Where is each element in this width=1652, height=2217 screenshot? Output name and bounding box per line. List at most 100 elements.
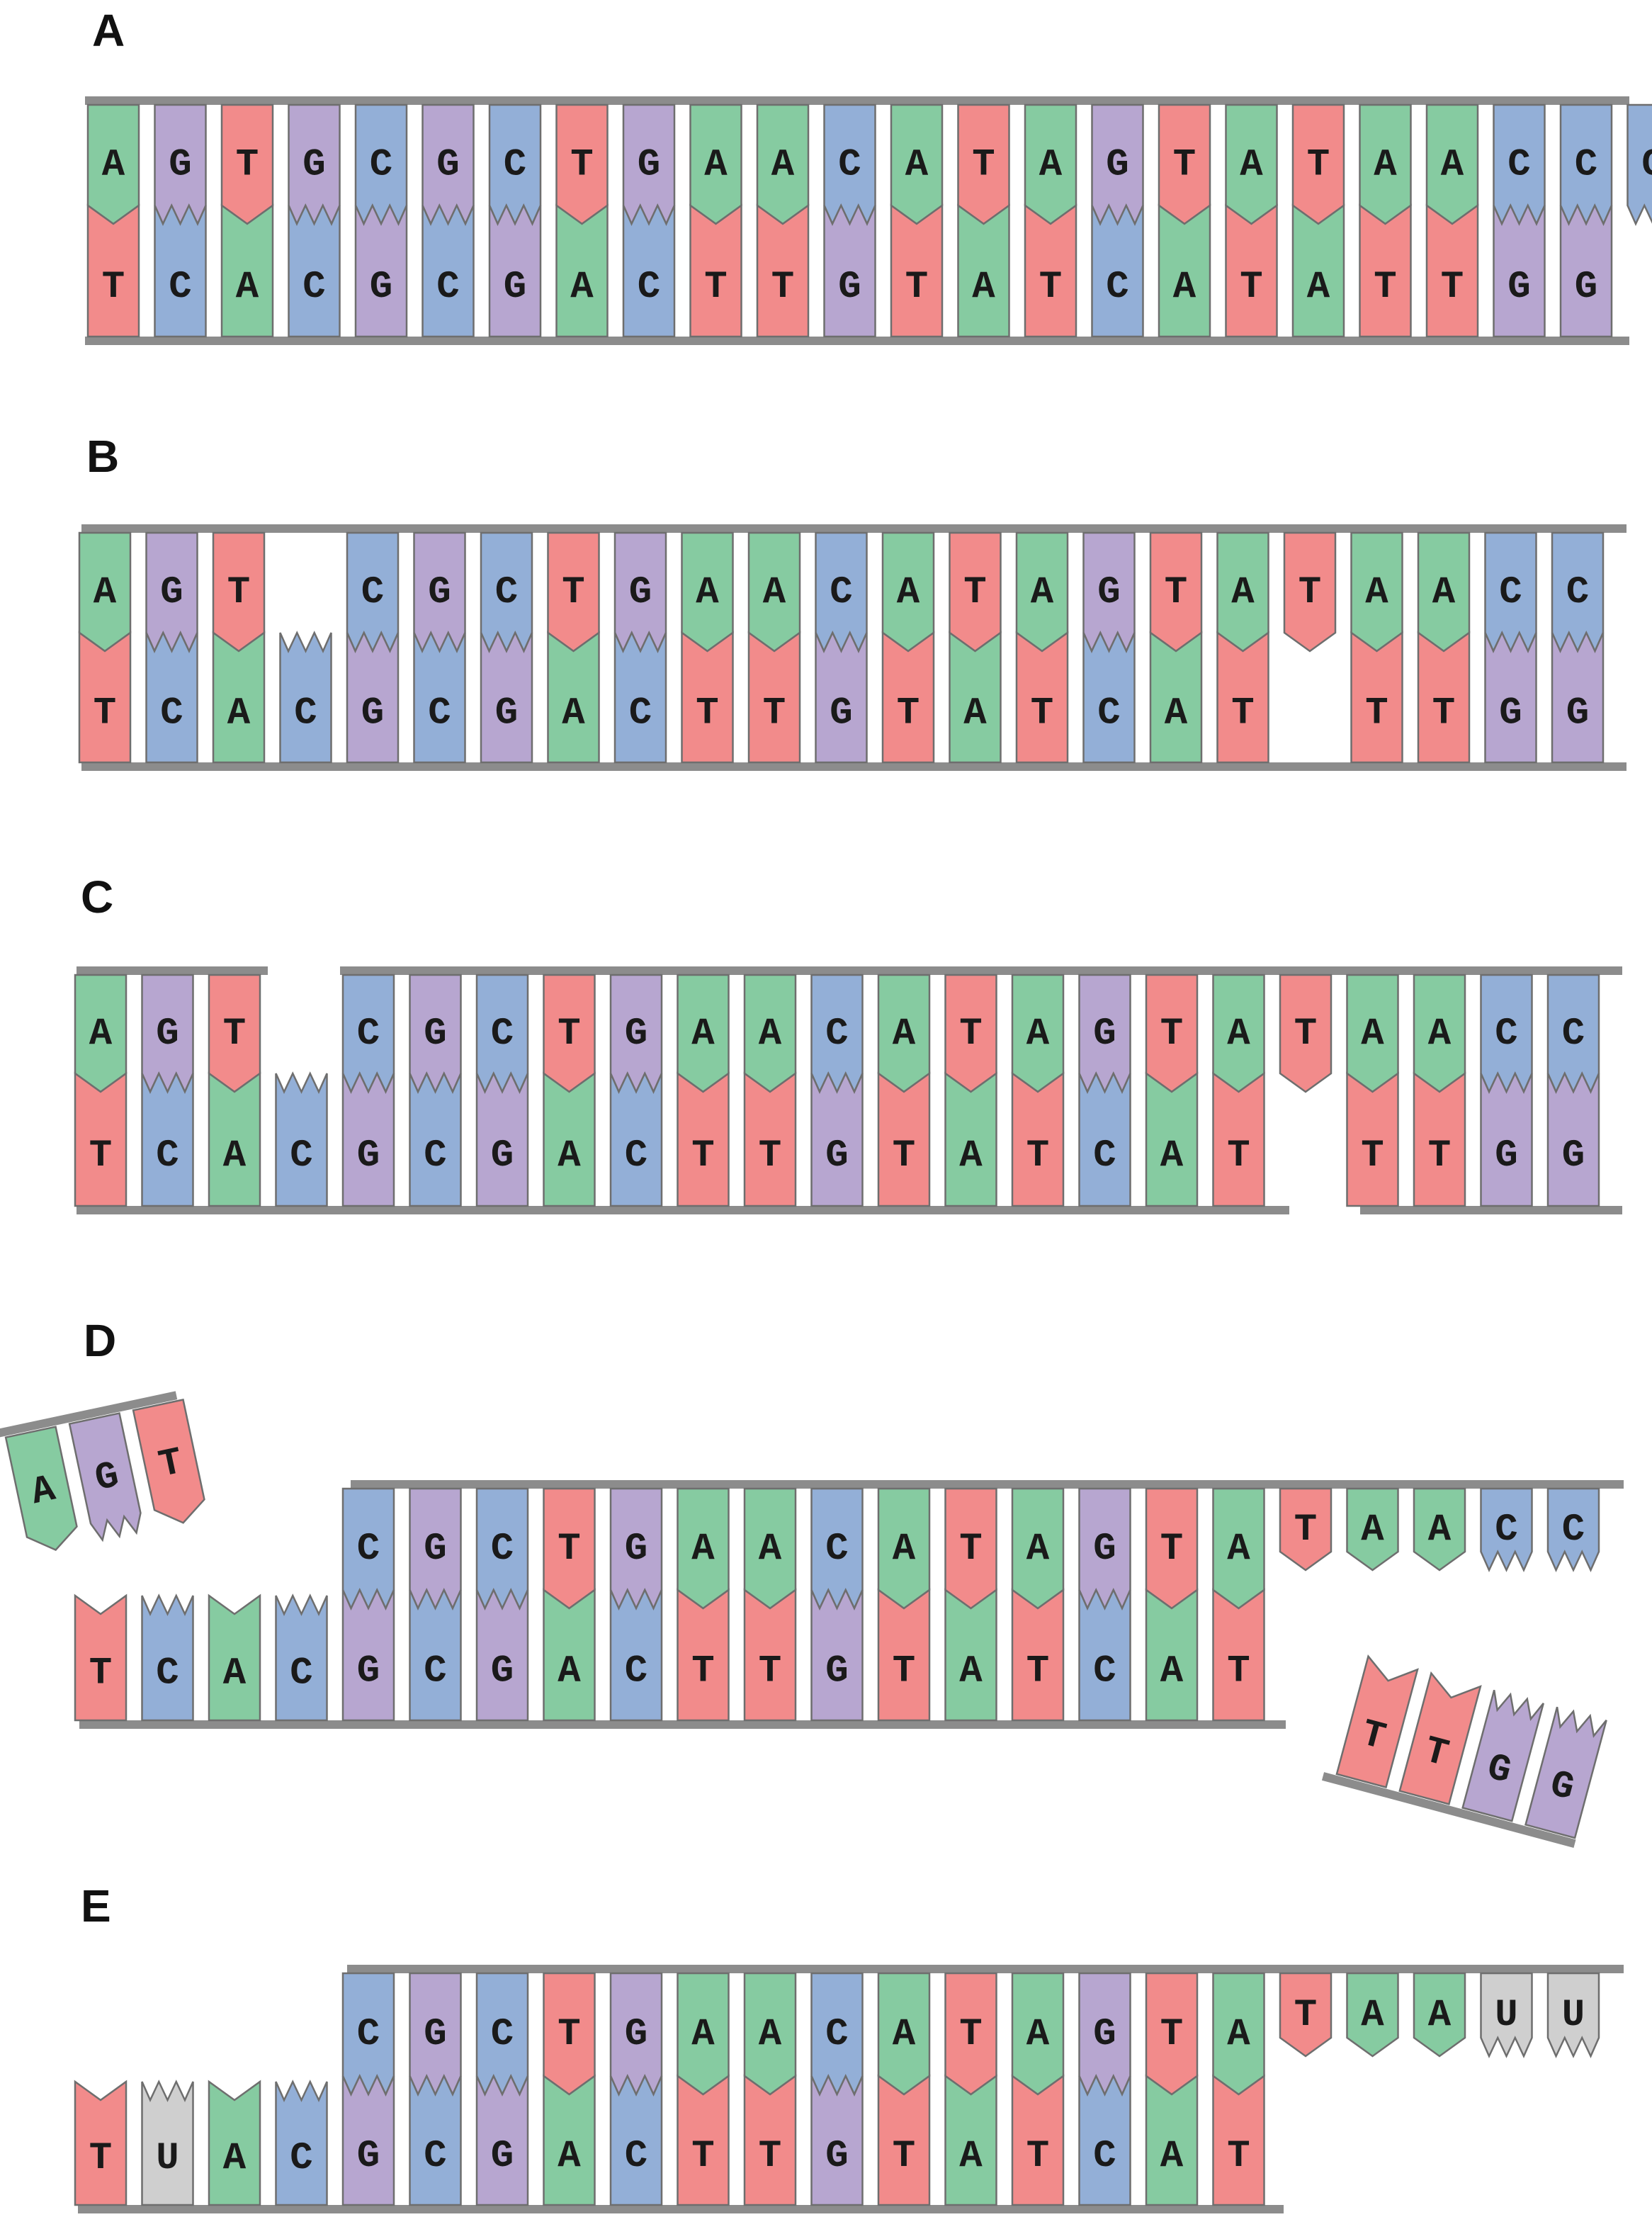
panel-d-top-base-9-letter: A xyxy=(893,1528,916,1571)
panel-b-top-base-18-letter: A xyxy=(1231,571,1255,614)
panel-c-bottom-base-20: T xyxy=(1346,1071,1399,1207)
panel-a-bottom-base-22-shape xyxy=(1493,203,1546,338)
panel-a-bottom-base-14: A xyxy=(957,203,1010,338)
backbone-d-top xyxy=(351,1480,1624,1489)
panel-e-top-base-15: T xyxy=(1279,1972,1333,2058)
panel-b-bottom-base-9-letter: C xyxy=(629,692,652,735)
panel-c-top-base-19-shape xyxy=(1279,974,1333,1093)
panel-d-bottom-base-17-shape xyxy=(1145,1588,1199,1722)
panel-b-top-base-21: A xyxy=(1417,531,1471,653)
panel-e-bottom-base-17-shape xyxy=(1145,2074,1199,2206)
panel-d-top-base-19: C xyxy=(1546,1487,1600,1573)
panel-c-top-base-7: C xyxy=(475,974,529,1095)
panel-c-top-base-23-letter: C xyxy=(1562,1012,1585,1056)
backbone-d-bottom xyxy=(79,1720,1286,1729)
panel-a-bottom-base-11-shape xyxy=(756,203,810,338)
panel-b-bottom-base-2: C xyxy=(145,631,198,764)
panel-b-bottom-base-6-shape xyxy=(413,631,466,764)
panel-a-top-base-7-letter: C xyxy=(504,143,526,186)
panel-d-top-base-16: A xyxy=(1346,1487,1399,1572)
panel-d-top-base-1: C xyxy=(341,1487,395,1611)
panel-a-bottom-base-23-shape xyxy=(1559,203,1613,338)
panel-a-bottom-base-4-letter: C xyxy=(302,266,325,309)
panel-a-top-base-12: C xyxy=(823,103,876,227)
panel-c-bottom-base-21: T xyxy=(1413,1071,1466,1207)
panel-e-bottom-base-13-letter: T xyxy=(893,2135,915,2178)
panel-e-bottom-base-18: T xyxy=(1212,2074,1265,2206)
panel-e-top-base-9: A xyxy=(877,1972,931,2096)
panel-d-bottom-base-4-shape xyxy=(275,1593,328,1722)
panel-d-bottom-base-6: C xyxy=(409,1588,462,1722)
panel-c-bottom-base-8: A xyxy=(543,1071,596,1207)
panel-c-bottom-base-2: C xyxy=(141,1071,194,1207)
panel-c-bottom-base-20-shape xyxy=(1346,1071,1399,1207)
panel-c-bottom-base-13-letter: T xyxy=(893,1134,915,1178)
panel-e-bottom-base-9-shape xyxy=(609,2074,663,2206)
panel-a-top-base-14: T xyxy=(957,103,1010,225)
panel-a-top-base-21: A xyxy=(1425,103,1479,225)
panel-a-top-base-10-letter: A xyxy=(704,143,728,186)
panel-b-bottom-base-22-letter: G xyxy=(1499,692,1522,735)
panel-a-top-base-8: T xyxy=(555,103,609,225)
panel-label-d: D xyxy=(84,1315,116,1366)
panel-a-top-base-7: C xyxy=(488,103,542,227)
panel-e-top-base-14-letter: A xyxy=(1227,2013,1250,2056)
panel-c-bottom-base-23-shape xyxy=(1546,1071,1600,1207)
panel-d-fragment-right-base-1-shape xyxy=(1335,1654,1419,1789)
panel-a-bottom-base-5-shape xyxy=(354,203,408,338)
panel-a-top-base-9: G xyxy=(622,103,676,227)
panel-c-top-base-15: A xyxy=(1011,974,1065,1093)
panel-c-top-base-21: A xyxy=(1413,974,1466,1093)
backbone-e-bottom xyxy=(78,2205,1284,2213)
panel-a-top-base-18-letter: A xyxy=(1240,143,1263,186)
panel-b-top-base-20: A xyxy=(1350,531,1403,653)
panel-d-bottom-base-15-letter: T xyxy=(1026,1649,1049,1693)
panel-a-bottom-base-3: A xyxy=(220,203,274,338)
panel-b-bottom-base-11: T xyxy=(747,631,801,764)
panel-c-bottom-base-3: A xyxy=(208,1071,261,1207)
panel-e-bottom-base-2: U xyxy=(141,2080,194,2206)
panel-c-bottom-base-6-letter: C xyxy=(424,1134,446,1178)
panel-d-top-base-4: T xyxy=(543,1487,596,1610)
panel-a-bottom-base-20-letter: T xyxy=(1374,266,1396,309)
panel-e-bottom-base-4-letter: C xyxy=(290,2137,312,2180)
panel-e-top-base-16-shape xyxy=(1346,1972,1399,2058)
panel-e-bottom-base-8-letter: A xyxy=(558,2135,581,2178)
panel-b-bottom-base-14-shape xyxy=(949,631,1002,764)
panel-b-top-base-15: A xyxy=(1015,531,1069,653)
panel-e-bottom-base-1-letter: T xyxy=(89,2137,112,2180)
panel-b-bottom-base-13-shape xyxy=(881,631,935,764)
panel-b-top-base-9-letter: G xyxy=(629,571,652,614)
panel-b-bottom-base-5: G xyxy=(346,631,400,764)
panel-a-top-base-20: A xyxy=(1359,103,1412,225)
panel-e-bottom-base-15-letter: T xyxy=(1026,2135,1049,2178)
backbone-a-top xyxy=(85,96,1629,105)
panel-a-bottom-base-11-letter: T xyxy=(771,266,794,309)
panel-c-top-base-18-letter: A xyxy=(1227,1012,1250,1056)
panel-c-top-base-16-letter: G xyxy=(1093,1012,1116,1056)
panel-e-bottom-base-2-shape xyxy=(141,2080,194,2206)
panel-e-top-base-1: C xyxy=(341,1972,395,2097)
panel-c-top-base-9: G xyxy=(609,974,663,1095)
panel-c-top-base-3-letter: T xyxy=(223,1012,246,1056)
panel-e-top-base-8-letter: C xyxy=(825,2013,848,2056)
panel-e-bottom-base-12: G xyxy=(810,2074,864,2206)
panel-a-bottom-base-21-shape xyxy=(1425,203,1479,338)
panel-d-bottom-base-4: C xyxy=(275,1593,328,1722)
panel-c-bottom-base-12: G xyxy=(810,1071,864,1207)
panel-d-bottom-base-17: A xyxy=(1145,1588,1199,1722)
panel-b-bottom-base-4-letter: C xyxy=(294,692,317,735)
panel-b-bottom-base-21-shape xyxy=(1417,631,1471,764)
panel-e-bottom-base-7-shape xyxy=(475,2074,529,2206)
panel-e-bottom-base-16-shape xyxy=(1078,2074,1131,2206)
backbone-a-bottom xyxy=(85,337,1629,345)
panel-d-fragment-left-base-1-shape xyxy=(4,1426,78,1551)
panel-a-top-base-5: C xyxy=(354,103,408,227)
panel-d-bottom-base-15: T xyxy=(1011,1588,1065,1722)
panel-e-bottom-base-10-shape xyxy=(677,2074,730,2206)
panel-a-bottom-base-4: C xyxy=(288,203,341,338)
panel-a-bottom-base-2-shape xyxy=(154,203,207,338)
panel-c-bottom-base-8-shape xyxy=(543,1071,596,1207)
panel-d-bottom-base-2-letter: C xyxy=(156,1652,179,1695)
panel-d-top-base-11-letter: A xyxy=(1026,1528,1050,1571)
